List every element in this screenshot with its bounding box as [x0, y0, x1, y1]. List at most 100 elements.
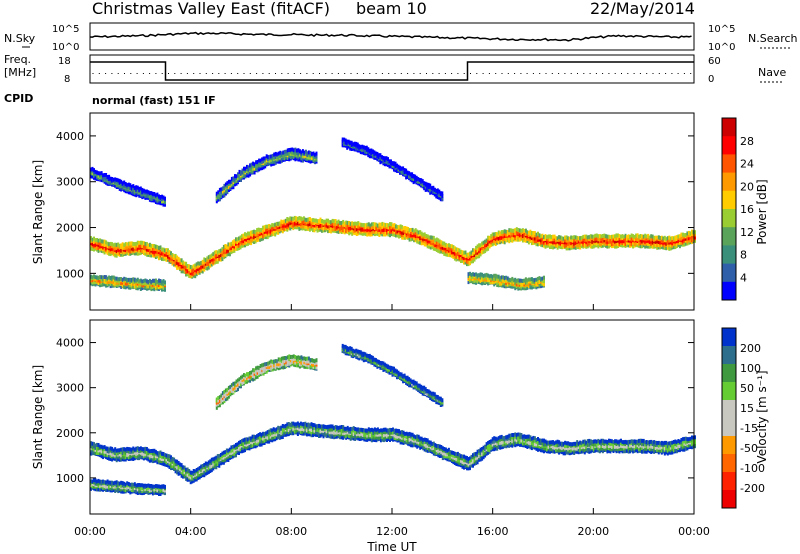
heat-cell [547, 236, 550, 241]
nave-dot [205, 73, 207, 74]
heat-cell [514, 231, 517, 236]
heat-cell [285, 155, 288, 160]
heat-cell [109, 451, 112, 456]
heat-cell [663, 238, 666, 243]
heat-cell [302, 424, 305, 429]
heat-cell [562, 238, 565, 243]
heat-cell [182, 470, 185, 475]
heat-cell [342, 228, 345, 233]
heat-cell [130, 454, 133, 459]
heat-cell [151, 247, 154, 252]
heat-cell [315, 430, 317, 435]
heat-cell [290, 425, 293, 430]
heat-cell [230, 180, 233, 184]
heat-cell [460, 256, 462, 261]
heat-cell [376, 151, 379, 156]
heat-cell [650, 239, 653, 244]
heat-cell [280, 227, 283, 232]
heat-cell [96, 279, 98, 284]
heat-cell [328, 427, 331, 432]
heat-cell [239, 239, 242, 244]
heat-cell [435, 248, 438, 252]
heat-cell [594, 239, 597, 244]
heat-cell [651, 240, 654, 245]
heat-cell [177, 265, 180, 270]
heat-cell [115, 454, 118, 459]
heat-cell [159, 253, 162, 258]
heat-cell [378, 222, 381, 227]
heat-cell [472, 459, 474, 464]
heat-cell [153, 451, 156, 456]
heat-cell [402, 433, 405, 438]
heat-cell [144, 446, 147, 451]
heat-cell [633, 242, 636, 247]
heat-cell [589, 244, 592, 249]
heat-cell [165, 248, 168, 252]
heat-cell [145, 250, 148, 255]
heat-cell [383, 156, 386, 161]
heat-cell [540, 277, 542, 282]
heat-cell [275, 224, 278, 228]
heat-cell [154, 449, 157, 454]
power-y-tick-label: 3000 [56, 176, 84, 189]
heat-cell [250, 444, 253, 448]
heat-cell [500, 281, 503, 286]
heat-cell [426, 236, 429, 241]
heat-cell [325, 429, 328, 434]
heat-cell [126, 245, 129, 250]
heat-cell [285, 149, 288, 154]
heat-cell [500, 277, 503, 282]
heat-cell [105, 173, 108, 177]
heat-cell [417, 240, 420, 245]
heat-cell [564, 244, 567, 248]
heat-cell [334, 226, 337, 231]
heat-cell [221, 186, 224, 191]
heat-cell [544, 236, 547, 241]
heat-cell [337, 428, 340, 433]
heat-cell [194, 274, 197, 279]
scatter-band [90, 166, 166, 207]
heat-cell [470, 254, 473, 259]
heat-cell [111, 177, 114, 181]
heat-cell [393, 161, 395, 166]
heat-cell [186, 467, 189, 472]
heat-cell [186, 264, 189, 268]
heat-cell [512, 235, 515, 240]
heat-cell [453, 256, 456, 261]
heat-cell [455, 247, 458, 252]
heat-cell [416, 236, 419, 240]
heat-cell [263, 225, 266, 230]
heat-cell [508, 284, 511, 288]
heat-cell [236, 240, 239, 245]
heat-cell [145, 449, 148, 454]
heat-cell [621, 234, 624, 239]
heat-cell [298, 226, 301, 231]
heat-cell [402, 168, 405, 173]
heat-cell [188, 264, 191, 269]
heat-cell [349, 434, 352, 439]
heat-cell [417, 230, 420, 235]
heat-cell [251, 438, 254, 443]
heat-cell [161, 461, 163, 466]
heat-cell [284, 432, 287, 437]
heat-cell [402, 440, 405, 445]
heat-cell [90, 446, 92, 451]
heat-cell [304, 425, 307, 430]
heat-cell [408, 171, 411, 176]
heat-cell [432, 235, 435, 240]
heat-cell [396, 233, 399, 238]
heat-cell [567, 246, 570, 251]
heat-cell [106, 250, 109, 255]
heat-cell [158, 194, 160, 199]
heat-cell [170, 253, 172, 258]
heat-cell [629, 234, 632, 239]
heat-cell [271, 223, 274, 228]
heat-cell [138, 279, 141, 284]
heat-cell [195, 475, 198, 480]
heat-cell [441, 245, 444, 250]
heat-cell [639, 241, 642, 245]
heat-cell [277, 433, 280, 438]
heat-cell [312, 426, 314, 431]
heat-cell [530, 231, 533, 235]
heat-cell [224, 250, 227, 255]
